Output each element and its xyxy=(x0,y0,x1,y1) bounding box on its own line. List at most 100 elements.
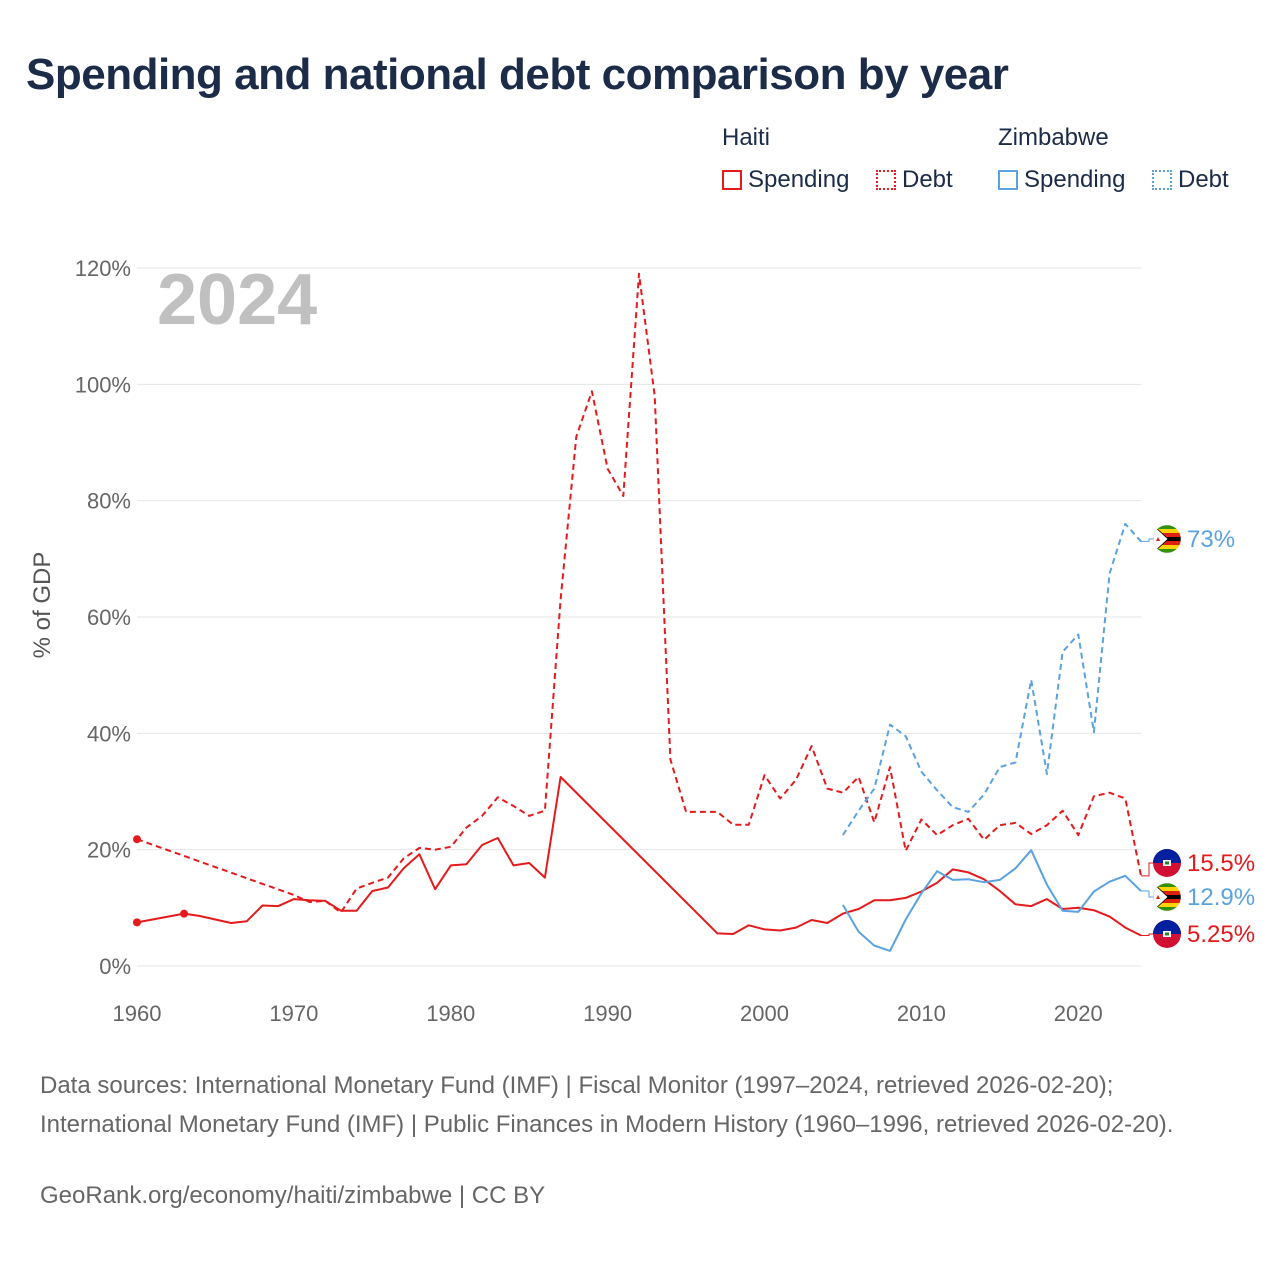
data-point-haiti-debt xyxy=(1013,820,1019,826)
data-point-haiti-debt xyxy=(777,795,783,801)
data-point-haiti-debt xyxy=(1075,832,1081,838)
data-point-haiti-debt xyxy=(997,822,1003,828)
data-point-zimbabwe-spending xyxy=(1107,879,1113,885)
data-point-zimbabwe-debt xyxy=(918,769,924,775)
series-line-zimbabwe-spending xyxy=(842,849,1142,952)
marker-haiti-spending-start xyxy=(133,918,141,927)
data-point-haiti-debt xyxy=(589,388,595,394)
credit-link[interactable]: GeoRank.org/economy/haiti/zimbabwe | CC … xyxy=(40,1182,546,1209)
marker-haiti-spending-1963 xyxy=(180,909,189,918)
data-point-haiti-spending xyxy=(385,884,391,890)
data-point-haiti-debt xyxy=(495,794,501,800)
data-point-haiti-debt xyxy=(511,803,517,809)
series-line-haiti-debt xyxy=(136,272,1142,914)
end-label-zimbabwe-spending: 12.9% xyxy=(1187,884,1255,911)
data-point-haiti-spending xyxy=(307,897,313,903)
data-point-haiti-spending xyxy=(1122,925,1128,931)
data-point-haiti-spending xyxy=(887,897,893,903)
data-point-zimbabwe-debt xyxy=(997,764,1003,770)
chart-title: Spending and national debt comparison by… xyxy=(26,50,1009,99)
data-point-haiti-spending xyxy=(809,917,815,923)
end-label-haiti-debt: 15.5% xyxy=(1187,850,1255,877)
data-point-haiti-debt xyxy=(416,845,422,851)
data-point-haiti-spending xyxy=(212,916,218,922)
data-point-haiti-debt xyxy=(840,790,846,796)
y-tick-label: 80% xyxy=(87,489,131,514)
x-tick-label: 2020 xyxy=(1054,1001,1103,1026)
series-line-haiti-spending xyxy=(136,776,1142,937)
data-point-haiti-spending xyxy=(448,862,454,868)
data-point-haiti-spending xyxy=(558,774,564,780)
data-point-haiti-debt xyxy=(385,875,391,881)
data-point-haiti-spending xyxy=(762,926,768,932)
leader-zimbabwe-debt xyxy=(1141,538,1153,542)
data-point-haiti-debt xyxy=(1044,822,1050,828)
data-point-zimbabwe-spending xyxy=(887,948,893,954)
data-point-haiti-spending xyxy=(856,906,862,912)
data-point-zimbabwe-spending xyxy=(871,943,877,949)
data-point-haiti-debt xyxy=(1091,793,1097,799)
leader-zimbabwe-spending xyxy=(1141,890,1153,898)
data-point-zimbabwe-spending xyxy=(997,877,1003,883)
data-point-haiti-spending xyxy=(777,928,783,934)
data-point-zimbabwe-spending xyxy=(1028,847,1034,853)
y-axis: 0% 20% 40% 60% 80% 100% 120% xyxy=(75,256,131,979)
data-point-zimbabwe-spending xyxy=(1044,882,1050,888)
data-point-haiti-spending xyxy=(542,875,548,881)
zimbabwe-flag-icon xyxy=(1152,524,1182,554)
data-point-haiti-spending xyxy=(793,925,799,931)
data-point-zimbabwe-debt xyxy=(1060,649,1066,655)
data-point-haiti-spending xyxy=(997,888,1003,894)
data-point-haiti-spending xyxy=(416,851,422,857)
data-point-haiti-debt xyxy=(652,393,658,399)
data-point-haiti-debt xyxy=(824,786,830,792)
zimbabwe-flag-icon xyxy=(1152,882,1182,912)
data-point-haiti-debt xyxy=(762,772,768,778)
data-point-zimbabwe-debt xyxy=(887,722,893,728)
x-tick-label: 1970 xyxy=(269,1001,318,1026)
data-point-zimbabwe-spending xyxy=(1060,908,1066,914)
data-point-haiti-debt xyxy=(479,813,485,819)
x-tick-label: 1960 xyxy=(113,1001,162,1026)
x-tick-label: 2010 xyxy=(897,1001,946,1026)
data-point-zimbabwe-debt xyxy=(1107,570,1113,576)
data-point-haiti-spending xyxy=(714,930,720,936)
data-point-zimbabwe-debt xyxy=(840,832,846,838)
data-point-haiti-debt xyxy=(1122,795,1128,801)
data-point-zimbabwe-debt xyxy=(950,804,956,810)
haiti-flag-icon xyxy=(1153,920,1181,948)
data-point-haiti-debt xyxy=(667,757,673,763)
data-point-haiti-spending xyxy=(840,911,846,917)
data-point-haiti-debt xyxy=(887,764,893,770)
data-point-haiti-debt xyxy=(746,822,752,828)
end-label-haiti-spending: 5.25% xyxy=(1187,921,1255,948)
data-point-haiti-spending xyxy=(526,860,532,866)
data-point-haiti-spending xyxy=(730,931,736,937)
data-point-haiti-spending xyxy=(1028,903,1034,909)
data-point-zimbabwe-spending xyxy=(950,877,956,883)
leader-haiti-debt xyxy=(1141,862,1153,877)
y-tick-label: 120% xyxy=(75,256,131,281)
data-point-haiti-spending xyxy=(369,888,375,894)
data-point-zimbabwe-spending xyxy=(903,916,909,922)
data-point-zimbabwe-spending xyxy=(1013,865,1019,871)
data-point-haiti-debt xyxy=(793,777,799,783)
data-point-zimbabwe-debt xyxy=(1122,521,1128,527)
data-point-haiti-debt xyxy=(463,825,469,831)
y-tick-label: 60% xyxy=(87,605,131,630)
data-point-haiti-debt xyxy=(714,809,720,815)
data-point-haiti-debt xyxy=(903,848,909,854)
series-line-zimbabwe-debt xyxy=(842,522,1142,836)
data-point-haiti-spending xyxy=(338,908,344,914)
y-axis-label: % of GDP xyxy=(29,552,56,659)
data-point-haiti-spending xyxy=(903,895,909,901)
data-point-haiti-spending xyxy=(495,835,501,841)
x-axis: 1960 1970 1980 1990 2000 2010 2020 xyxy=(113,1001,1103,1026)
data-point-zimbabwe-debt xyxy=(965,809,971,815)
x-tick-label: 2000 xyxy=(740,1001,789,1026)
chart-plot: 2024 0% 20% 40% 60% 80% 100% 120% 1960 1970 1980… xyxy=(29,256,1255,1026)
data-point-haiti-debt xyxy=(730,822,736,828)
marker-haiti-debt-start xyxy=(133,835,141,844)
data-point-haiti-debt xyxy=(605,466,611,472)
end-label-zimbabwe-debt: 73% xyxy=(1187,526,1235,553)
